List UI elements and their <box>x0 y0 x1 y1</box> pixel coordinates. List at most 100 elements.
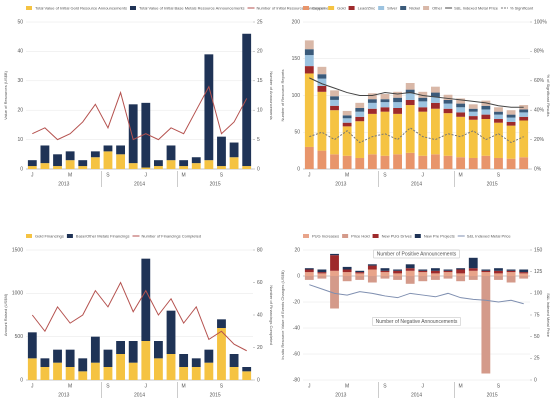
bar <box>431 92 440 97</box>
x-group-label: 2015 <box>487 392 498 398</box>
bar <box>418 155 428 169</box>
legend-swatch <box>303 6 309 10</box>
x-tick-label: S <box>106 383 110 389</box>
y-tick-label: 500 <box>15 334 24 340</box>
bar <box>468 111 478 117</box>
x-group-label: 2013 <box>58 392 69 398</box>
y-tick-label: 200 <box>292 19 301 25</box>
bar <box>468 157 478 169</box>
y-tick-label: 0 <box>297 166 300 172</box>
bar <box>519 273 529 276</box>
bar <box>506 158 516 169</box>
bar <box>494 119 503 123</box>
bar <box>204 362 214 380</box>
x-tick-label: M <box>68 383 72 389</box>
bar <box>141 341 151 380</box>
bar <box>317 91 327 151</box>
bar <box>65 160 75 169</box>
y2-axis-title: Number of Financings Completed <box>269 285 274 345</box>
legend-label: Silver <box>387 6 398 11</box>
bar <box>342 155 352 169</box>
legend-label: New Pre Projects <box>424 234 455 239</box>
bar <box>229 354 239 367</box>
bar <box>40 163 50 169</box>
y-tick-label: 1000 <box>12 291 23 297</box>
bar <box>217 166 226 169</box>
bar <box>468 104 478 109</box>
x-tick-label: J <box>308 383 311 389</box>
bar <box>342 276 352 282</box>
bar <box>393 107 402 114</box>
legend-swatch <box>342 234 349 238</box>
y2-tick-label: 0 <box>534 377 537 383</box>
annotation: Number of Positive Announcements <box>377 251 457 257</box>
y-axis-title: Amount Raised (US$M) <box>3 293 8 336</box>
legend-label: Lead/Zinc <box>358 6 376 11</box>
bar <box>367 264 377 266</box>
bar <box>405 99 415 106</box>
line <box>32 85 248 141</box>
bar <box>304 49 314 56</box>
bar <box>380 111 390 156</box>
bar <box>166 145 176 161</box>
chart-panel: Total Value of Initial Gold Resource Ann… <box>3 6 334 188</box>
bar <box>519 109 529 113</box>
bar <box>393 270 402 274</box>
x-tick-label: J <box>422 383 425 389</box>
bar <box>431 108 440 155</box>
bar <box>506 269 516 271</box>
x-group-label: 2013 <box>335 181 346 187</box>
bar <box>103 367 113 380</box>
x-group-label: 2014 <box>411 181 422 187</box>
bar <box>481 105 491 110</box>
bar <box>166 160 176 169</box>
y2-tick-label: 40% <box>534 108 545 114</box>
bar <box>481 276 491 374</box>
x-tick-label: M <box>459 383 463 389</box>
line <box>309 284 524 305</box>
bar <box>342 110 352 116</box>
bar <box>204 349 214 363</box>
bar <box>191 157 201 164</box>
bar <box>154 341 163 359</box>
bar <box>393 97 402 103</box>
x-tick-label: S <box>497 383 501 389</box>
legend-swatch <box>303 234 309 238</box>
y-tick-label: -60 <box>293 351 300 357</box>
bar <box>405 270 415 276</box>
bar <box>65 151 75 161</box>
bar <box>179 367 189 380</box>
bar <box>456 116 466 158</box>
y-tick-label: 10 <box>17 137 23 143</box>
y2-tick-label: 5 <box>257 137 260 143</box>
bar <box>468 257 478 269</box>
x-tick-label: S <box>220 383 224 389</box>
bar <box>405 276 415 284</box>
bar <box>431 96 440 103</box>
bar <box>443 94 453 100</box>
bar <box>431 154 440 169</box>
bar <box>317 272 327 274</box>
bar <box>342 126 352 156</box>
bar <box>355 273 365 276</box>
y2-axis-title: S&L Indexed Metal Price <box>546 293 551 338</box>
x-tick-label: S <box>383 172 387 178</box>
annotation: Number of Negative Announcements <box>376 319 458 325</box>
y2-tick-label: 0 <box>257 377 260 383</box>
bar <box>154 358 163 380</box>
legend-label: Copper <box>312 6 326 11</box>
bar <box>393 154 402 169</box>
y-axis-title: In-situ Resource Value of Events Changes… <box>280 270 285 360</box>
bar <box>443 108 453 114</box>
bar <box>405 268 415 271</box>
line <box>31 281 247 352</box>
bar <box>53 349 62 363</box>
bar <box>380 268 390 271</box>
bar <box>431 276 440 280</box>
bar <box>431 273 440 276</box>
bar <box>456 269 466 274</box>
bar <box>342 122 352 127</box>
bar <box>418 272 428 276</box>
bar <box>405 83 415 90</box>
bar <box>481 269 491 271</box>
